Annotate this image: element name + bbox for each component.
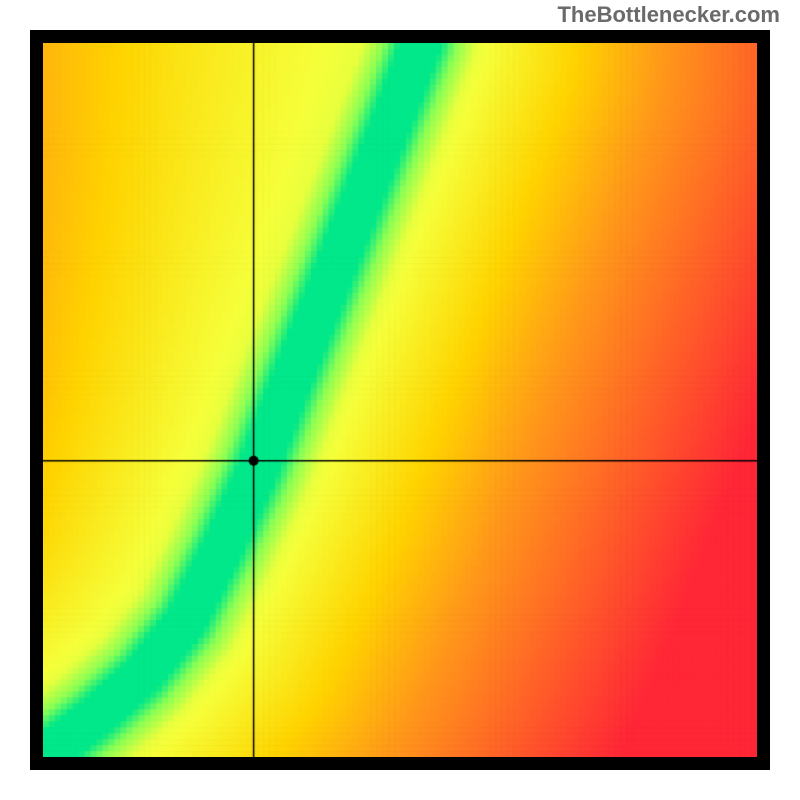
chart-frame	[30, 30, 770, 770]
bottleneck-heatmap	[43, 43, 757, 757]
watermark-text: TheBottlenecker.com	[557, 2, 780, 28]
